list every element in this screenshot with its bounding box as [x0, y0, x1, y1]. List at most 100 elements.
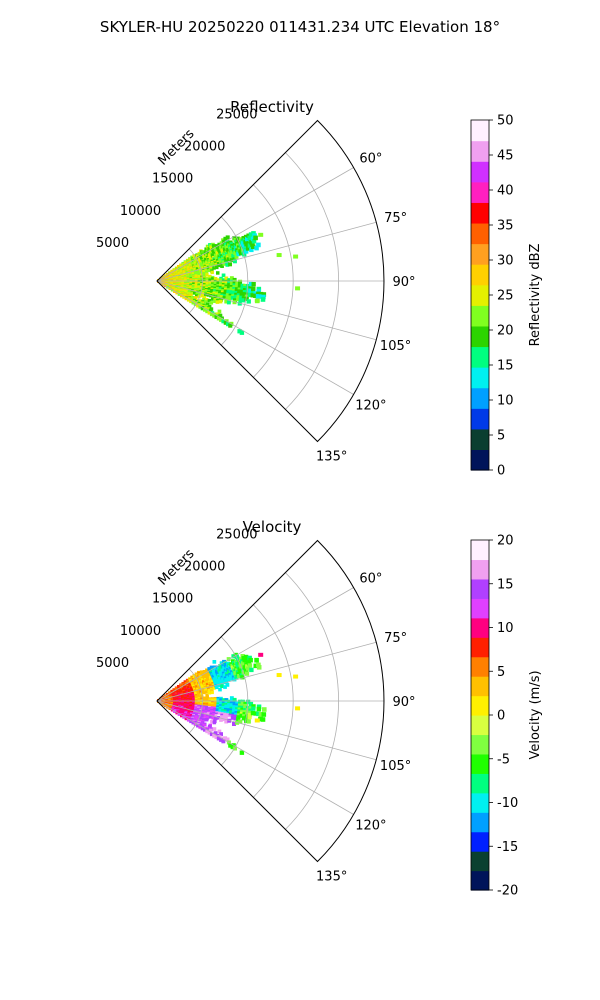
colorbar-swatch: [471, 140, 489, 162]
echo-gate: [212, 313, 216, 318]
range-tick-label: 25000: [216, 528, 257, 543]
echo-gate: [247, 292, 253, 298]
colorbar-swatch: [471, 449, 489, 471]
range-tick-label: 15000: [152, 592, 193, 607]
echo-gate: [209, 265, 213, 269]
panel-title: Reflectivity: [230, 98, 314, 116]
azimuth-tick-label: 120°: [355, 399, 386, 414]
echo-gate: [262, 707, 267, 712]
azimuth-tick-label: 105°: [380, 759, 411, 774]
echo-gate: [203, 728, 207, 732]
echo-gate: [245, 710, 250, 715]
polar-grid: [156, 152, 384, 410]
echo-gate: [225, 714, 230, 719]
echo-gate: [225, 235, 230, 240]
echo-gate: [207, 731, 212, 735]
colorbar-swatch: [471, 715, 489, 736]
echo-gate: [253, 291, 258, 296]
velocity-panel: Velocity 60° 75° 90° 105° 120° 135° 5000 10000 15…: [96, 518, 543, 899]
echo-gate: [202, 690, 206, 695]
echo-gate: [217, 729, 222, 734]
echo-gate: [226, 300, 231, 305]
echo-gate: [191, 301, 195, 305]
colorbar-swatch: [471, 367, 489, 389]
echo-gate: [245, 246, 251, 251]
colorbar-tick-label: 0: [497, 464, 505, 479]
echo-gate: [247, 663, 253, 668]
echo-gate: [209, 732, 214, 737]
echo-gate: [251, 706, 256, 711]
echo-gate: [239, 330, 245, 335]
echo-gate: [245, 236, 250, 242]
echo-gate: [221, 273, 226, 278]
echo-gate: [204, 688, 208, 692]
echo-gate: [246, 719, 251, 724]
echo-gate: [180, 714, 183, 718]
echo-gate: [241, 298, 246, 303]
echo-gate: [251, 239, 257, 244]
echo-gate: [230, 745, 235, 750]
echo-gate: [248, 232, 254, 237]
echo-gate: [239, 251, 244, 256]
echo-gate: [256, 286, 262, 292]
echo-gate: [223, 685, 227, 689]
echo-gate: [204, 690, 209, 694]
echo-gate: [207, 667, 211, 671]
sector-outline: [156, 539, 385, 863]
echo-gate: [232, 722, 236, 726]
echo-gate: [251, 288, 256, 293]
echo-gate: [200, 714, 204, 718]
echo-gate: [256, 706, 262, 712]
colorbar-swatch: [471, 559, 489, 580]
colorbar-swatch: [471, 656, 489, 677]
echo-gate: [248, 704, 253, 709]
echo-gate: [237, 329, 242, 334]
range-tick-label: 10000: [120, 204, 161, 219]
colorbar-swatch: [471, 540, 489, 561]
echo-gate: [256, 711, 261, 717]
echo-gate: [245, 706, 251, 711]
echo-gate: [258, 714, 263, 719]
colorbar-tick-label: 20: [497, 324, 514, 339]
range-tick-label: 5000: [96, 236, 129, 251]
echo-gate: [224, 299, 229, 304]
colorbar-swatch: [471, 676, 489, 697]
echo-gate: [205, 718, 209, 722]
echo-gate: [208, 715, 213, 719]
figure-title: SKYLER-HU 20250220 011431.234 UTC Elevat…: [100, 18, 500, 36]
echo-gate: [207, 691, 212, 695]
echo-gate: [248, 657, 253, 663]
echo-gate: [229, 258, 234, 263]
colorbar-swatch: [471, 264, 489, 286]
echo-gate: [223, 320, 228, 325]
echo-gate: [175, 291, 179, 295]
echo-gate: [223, 736, 228, 741]
echo-gate: [194, 272, 198, 276]
echo-gate: [224, 276, 229, 281]
echo-gate: [256, 289, 261, 294]
echo-gate: [255, 294, 261, 299]
echo-gate: [226, 257, 231, 262]
colorbar-swatch: [471, 387, 489, 409]
echo-gate: [232, 259, 237, 264]
echo-gate: [251, 282, 256, 287]
echo-gate: [211, 716, 215, 720]
echo-gate: [222, 295, 227, 300]
azimuth-tick-label: 105°: [380, 339, 411, 354]
echo-gate: [207, 268, 211, 273]
echo-gate: [233, 716, 238, 721]
echo-gate: [219, 738, 223, 742]
echo-gate: [295, 706, 301, 711]
echo-gate: [194, 296, 198, 300]
echo-gate: [212, 266, 216, 270]
colorbar-swatch: [471, 812, 489, 833]
echo-gate: [249, 667, 254, 673]
echo-gate: [210, 690, 214, 695]
azimuth-tick-label: 135°: [316, 870, 347, 885]
echo-gate: [247, 715, 252, 720]
echo-gate: [261, 712, 267, 717]
azimuth-spoke: [156, 587, 354, 702]
colorbar-tick-label: -5: [497, 752, 510, 767]
echo-gate: [197, 295, 201, 299]
colorbar-tick-label: 10: [497, 621, 514, 636]
